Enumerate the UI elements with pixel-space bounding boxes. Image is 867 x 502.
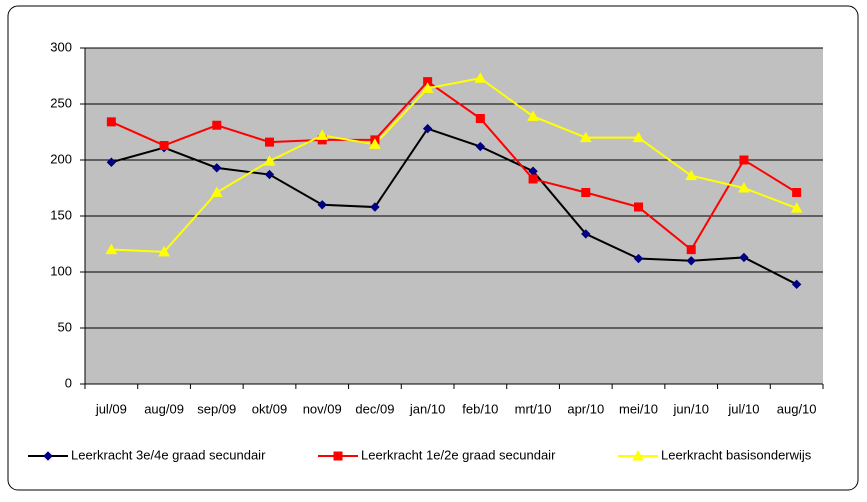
y-tick-label: 250 — [50, 95, 72, 110]
x-tick-label: mei/10 — [619, 401, 658, 416]
marker — [686, 256, 696, 266]
x-tick-label: jul/09 — [95, 401, 127, 416]
marker — [475, 114, 485, 124]
marker — [106, 117, 116, 127]
y-tick-label: 300 — [50, 39, 72, 54]
marker — [159, 140, 169, 150]
legend-label: Leerkracht basisonderwijs — [661, 447, 812, 462]
series-line — [111, 127, 798, 286]
series-line — [111, 77, 798, 253]
marker — [369, 138, 381, 149]
marker — [105, 243, 118, 255]
marker — [158, 245, 170, 257]
x-tick-label: okt/09 — [252, 401, 287, 416]
y-tick-label: 0 — [65, 375, 72, 390]
marker — [579, 131, 592, 143]
marker — [685, 169, 698, 181]
marker — [263, 155, 276, 166]
marker — [527, 110, 539, 121]
legend-label: Leerkracht 3e/4e graad secundair — [71, 447, 266, 462]
y-tick-label: 200 — [50, 151, 72, 166]
series-line — [110, 80, 798, 252]
y-tick-label: 100 — [50, 263, 72, 278]
x-tick-label: aug/10 — [777, 401, 817, 416]
y-tick-label: 150 — [50, 207, 72, 222]
marker — [686, 245, 696, 255]
marker — [421, 82, 434, 93]
marker — [210, 186, 223, 197]
marker — [528, 174, 538, 184]
marker — [634, 202, 643, 212]
legend-marker — [333, 451, 343, 461]
marker — [792, 187, 802, 197]
marker — [739, 155, 749, 165]
legend-marker — [632, 449, 644, 461]
x-tick-label: mrt/10 — [515, 401, 552, 416]
marker — [581, 187, 591, 197]
legend-marker — [43, 451, 53, 461]
marker — [370, 202, 380, 212]
marker — [632, 131, 645, 143]
x-tick-label: jun/10 — [673, 401, 709, 416]
marker — [581, 229, 591, 239]
marker — [317, 200, 327, 210]
x-tick-label: nov/09 — [303, 401, 342, 416]
y-tick-label: 50 — [58, 319, 72, 334]
legend-label: Leerkracht 1e/2e graad secundair — [361, 447, 556, 462]
x-tick-label: jul/10 — [727, 401, 759, 416]
marker — [474, 72, 487, 83]
x-tick-label: sep/09 — [197, 401, 236, 416]
x-tick-label: feb/10 — [462, 401, 498, 416]
marker — [422, 123, 433, 134]
marker — [106, 157, 117, 167]
x-tick-label: jan/10 — [409, 401, 445, 416]
marker — [738, 181, 750, 193]
marker — [739, 252, 749, 263]
marker — [423, 77, 433, 87]
marker — [316, 129, 329, 140]
x-tick-label: dec/09 — [355, 401, 394, 416]
marker — [475, 141, 486, 152]
marker — [212, 163, 222, 173]
marker — [212, 120, 222, 130]
x-tick-label: apr/10 — [567, 401, 604, 416]
marker — [790, 202, 803, 213]
marker — [265, 137, 274, 147]
marker — [791, 279, 802, 290]
marker — [633, 253, 644, 264]
x-tick-label: aug/09 — [144, 401, 184, 416]
marker — [264, 169, 275, 180]
